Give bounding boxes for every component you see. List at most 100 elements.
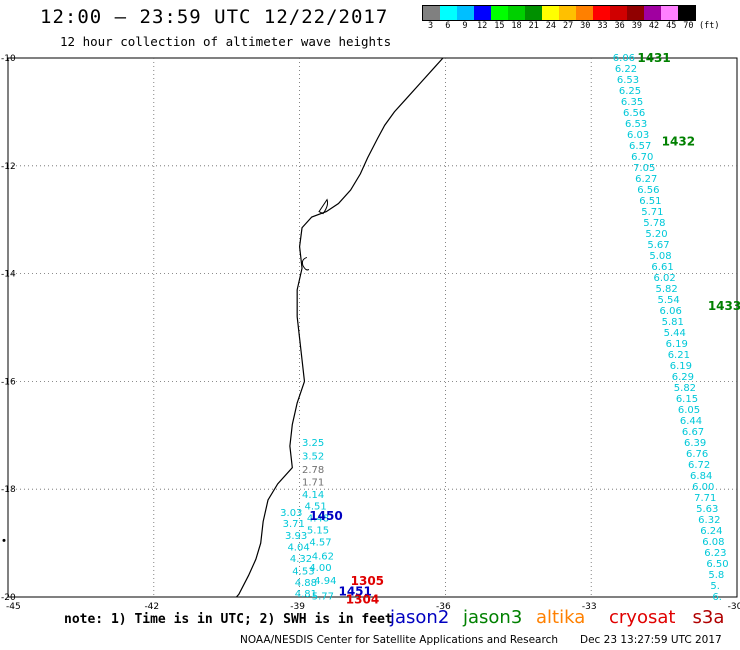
colorbar-swatch — [576, 6, 593, 20]
wave-height-value: 6.84 — [690, 471, 712, 482]
wave-height-value: 5.82 — [674, 383, 696, 394]
colorbar-label: 42 — [648, 21, 660, 31]
wave-height-value: 6.53 — [625, 119, 647, 130]
wave-height-value: 6.67 — [682, 427, 704, 438]
pass-number-label: 1431 — [637, 51, 670, 65]
wave-height-value: 5.67 — [647, 240, 669, 251]
wave-height-value: 6.21 — [668, 350, 690, 361]
wave-height-value: 6.24 — [700, 526, 722, 537]
wave-height-value: 5.20 — [645, 229, 667, 240]
island-outline — [301, 256, 310, 271]
page-subtitle: 12 hour collection of altimeter wave hei… — [60, 34, 392, 49]
wave-height-value: 5.81 — [662, 317, 684, 328]
colorbar-swatch — [644, 6, 661, 20]
lat-tick-label: -14 — [1, 270, 16, 280]
wave-height-value: 5.8 — [708, 570, 724, 581]
colorbar-label: 12 — [477, 21, 488, 31]
colorbar-unit: (ft) — [699, 21, 720, 31]
lat-tick-label: -18 — [1, 485, 16, 495]
lon-tick-label: -30 — [728, 602, 740, 612]
wave-height-value: 5.71 — [641, 207, 663, 218]
wave-height-value: 6.22 — [615, 64, 637, 75]
timestamp: Dec 23 13:27:59 UTC 2017 — [580, 634, 722, 646]
wave-height-value: 6.61 — [651, 262, 673, 273]
wave-height-value: 5.78 — [643, 218, 665, 229]
wave-height-value: 6.57 — [629, 141, 651, 152]
wave-height-value: 3.25 — [302, 438, 324, 449]
colorbar-swatch — [678, 6, 695, 20]
wave-height-value: 1.71 — [302, 477, 324, 488]
colorbar-swatch — [559, 6, 576, 20]
wave-height-value: 4.81 — [295, 589, 317, 600]
colorbar-label: 9 — [462, 21, 468, 31]
wave-height-value: 6.32 — [698, 515, 720, 526]
wave-height-value: 6.03 — [627, 130, 649, 141]
offshore-island-mark — [2, 538, 6, 542]
wave-height-value: 6.23 — [704, 548, 726, 559]
wave-height-value: 5.82 — [655, 284, 677, 295]
bay-outline — [318, 198, 329, 215]
wave-height-value: 4.62 — [312, 551, 334, 562]
wave-height-value: 6.06 — [660, 306, 682, 317]
lat-tick-label: -16 — [1, 377, 16, 387]
pass-number-label: 1433 — [708, 299, 740, 313]
legend-item-s3a: s3a — [692, 607, 725, 628]
wave-height-value: 6.56 — [623, 108, 645, 119]
colorbar-swatch — [661, 6, 678, 20]
lat-tick-label: -12 — [1, 162, 16, 172]
wave-height-value: 6. — [712, 592, 722, 603]
wave-height-value: 7.05 — [633, 163, 655, 174]
wave-height-value: 6.15 — [676, 394, 698, 405]
pass-number-label: 1450 — [309, 509, 342, 523]
wave-height-value: 6.51 — [639, 196, 661, 207]
lon-tick-label: -45 — [6, 602, 21, 612]
colorbar-swatch — [542, 6, 559, 20]
wave-height-value: 6.72 — [688, 460, 710, 471]
colorbar-label: 3 — [428, 21, 434, 31]
map-frame — [7, 57, 738, 598]
colorbar-label: 70 — [683, 21, 694, 31]
pass-number-label: 1451 — [338, 585, 371, 599]
colorbar-label: 15 — [494, 21, 505, 31]
wave-height-value: 6.53 — [617, 75, 639, 86]
wave-height-value: 6.27 — [635, 174, 657, 185]
coastline — [235, 57, 444, 598]
wave-height-value: 6.02 — [653, 273, 675, 284]
wave-height-value: 6.08 — [702, 537, 724, 548]
wave-height-value: 3.03 — [280, 508, 302, 519]
colorbar-label: 24 — [545, 21, 557, 31]
wave-height-value: 6.25 — [619, 86, 641, 97]
wave-height-value: 4.00 — [309, 563, 331, 574]
credit-line: NOAA/NESDIS Center for Satellite Applica… — [240, 634, 558, 646]
pass-number-label: 1305 — [351, 574, 384, 588]
wave-height-value: 4.53 — [292, 566, 314, 577]
colorbar-label: 21 — [528, 21, 539, 31]
wave-height-value: 6.00 — [692, 482, 714, 493]
wave-height-value: 6.39 — [684, 438, 706, 449]
wave-height-value: 3.93 — [285, 531, 307, 542]
wave-height-value: 3.71 — [283, 519, 305, 530]
wave-height-value: 4.32 — [290, 554, 312, 565]
wave-height-value: 6.44 — [680, 416, 702, 427]
wave-height-value: 6.19 — [670, 361, 692, 372]
wave-height-value: 4.04 — [287, 543, 309, 554]
wave-height-value: 5.15 — [307, 525, 329, 536]
colorbar-labels: 3 6 9 12 15 18 21 24 27 30 33 36 39 42 45 70 (ft) — [422, 21, 719, 31]
wave-height-value: 5.08 — [649, 251, 671, 262]
wave-height-value: 4.88 — [295, 578, 317, 589]
wave-height-value: 5.77 — [312, 592, 334, 603]
colorbar-swatch — [440, 6, 457, 20]
wave-height-value: 5.63 — [696, 504, 718, 515]
colorbar-swatch — [525, 6, 542, 20]
wave-height-value: 2.78 — [302, 465, 324, 476]
colorbar-swatch — [508, 6, 525, 20]
lon-tick-label: -33 — [582, 602, 597, 612]
lon-tick-label: -36 — [436, 602, 451, 612]
lon-tick-label: -42 — [144, 602, 159, 612]
colorbar-label: 30 — [580, 21, 591, 31]
wave-height-value: 6.35 — [621, 97, 643, 108]
colorbar-swatch — [491, 6, 508, 20]
legend-item-jason2: jason2 — [390, 607, 450, 628]
colorbar-label: 45 — [666, 21, 677, 31]
